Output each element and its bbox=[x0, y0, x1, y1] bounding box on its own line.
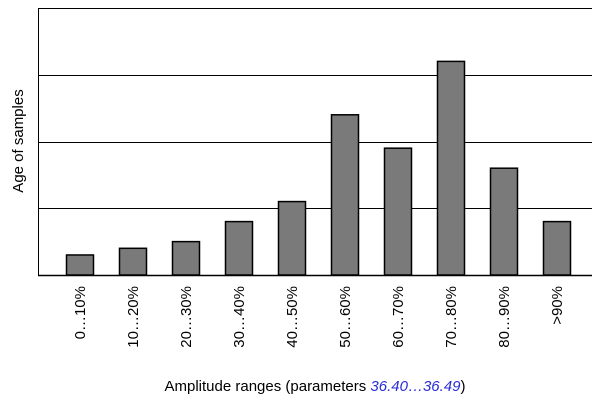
bar-5 bbox=[277, 200, 307, 276]
bar-1 bbox=[65, 254, 95, 276]
bar-3 bbox=[171, 240, 201, 276]
x-tick-label-5: 40…50% bbox=[284, 286, 301, 348]
bar-6 bbox=[330, 114, 360, 276]
x-tick-label-7: 60…70% bbox=[390, 286, 407, 348]
bar-7 bbox=[383, 147, 413, 276]
bars bbox=[65, 60, 572, 276]
bar-2 bbox=[118, 247, 148, 276]
bar-10 bbox=[542, 220, 572, 276]
bar-8 bbox=[436, 60, 466, 276]
x-axis-label-ellipsis: … bbox=[408, 378, 423, 395]
x-tick-label-8: 70…80% bbox=[443, 286, 460, 348]
x-tick-label-3: 20…30% bbox=[178, 286, 195, 348]
x-tick-label-10: >90% bbox=[549, 286, 566, 325]
x-tick-label-6: 50…60% bbox=[337, 286, 354, 348]
x-axis-label-suffix: ) bbox=[461, 378, 466, 395]
x-tick-label-2: 10…20% bbox=[125, 286, 142, 348]
x-tick-label-1: 0…10% bbox=[72, 286, 89, 339]
x-axis-label-param-end: 36.49 bbox=[423, 378, 461, 395]
x-axis-label: Amplitude ranges (parameters 36.40…36.49… bbox=[164, 378, 465, 395]
x-axis-label-param-start: 36.40 bbox=[370, 378, 408, 395]
x-tick-labels: 0…10% 10…20% 20…30% 30…40% 40…50% 50…60% 60…70… bbox=[72, 286, 566, 348]
x-tick-label-4: 30…40% bbox=[231, 286, 248, 348]
x-tick-label-9: 80…90% bbox=[496, 286, 513, 348]
x-axis-label-prefix: Amplitude ranges (parameters bbox=[164, 378, 370, 395]
axes bbox=[38, 8, 592, 277]
y-axis-label: Age of samples bbox=[10, 89, 27, 192]
bar-4 bbox=[224, 220, 254, 276]
bar-9 bbox=[489, 167, 519, 276]
